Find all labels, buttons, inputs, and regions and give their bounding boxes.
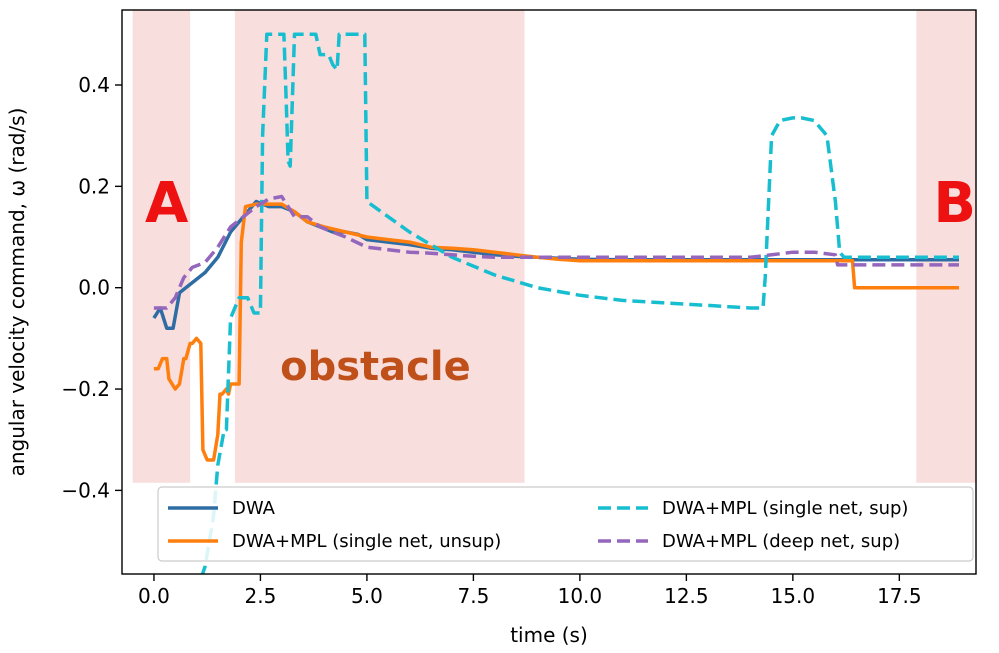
y-axis-label: angular velocity command, ω (rad/s) <box>5 108 29 477</box>
legend-entry: DWA+MPL (single net, sup) <box>662 498 908 519</box>
x-axis-label: time (s) <box>510 623 588 647</box>
plot-frame <box>121 9 977 575</box>
x-tick-label: 17.5 <box>877 584 922 608</box>
shaded-regions <box>132 10 976 483</box>
series-line-4 <box>153 194 959 310</box>
x-tick-label: 0.0 <box>138 584 170 608</box>
y-tick-label: −0.4 <box>61 478 110 502</box>
x-tick-label: 12.5 <box>664 584 709 608</box>
legend-entry: DWA+MPL (single net, unsup) <box>232 531 501 552</box>
legend-box <box>157 486 974 562</box>
shaded-region-2 <box>234 10 525 483</box>
shaded-region-3 <box>916 10 976 483</box>
series-line-3 <box>200 32 959 574</box>
region-label-b: B <box>933 171 976 236</box>
y-tick-label: 0.2 <box>78 174 110 198</box>
series-lines <box>152 32 959 574</box>
x-tick-label: 2.5 <box>245 584 277 608</box>
legend-entry: DWA+MPL (deep net, sup) <box>662 531 900 552</box>
y-tick-label: 0.0 <box>78 276 110 300</box>
legend-entry: DWA <box>232 498 276 519</box>
axis-ticks: 0.0 2.5 5.0 7.5 10.0 12.5 15.0 17.5 −0.4 −0.2 0.0 0… <box>61 73 921 608</box>
y-tick-label: −0.2 <box>61 377 110 401</box>
x-tick-label: 5.0 <box>351 584 383 608</box>
x-tick-label: 7.5 <box>457 584 489 608</box>
x-tick-label: 10.0 <box>558 584 603 608</box>
obstacle-label: obstacle <box>280 344 471 390</box>
y-tick-label: 0.4 <box>78 73 110 97</box>
x-tick-label: 15.0 <box>771 584 816 608</box>
shaded-region-1 <box>132 10 191 483</box>
region-label-a: A <box>145 171 189 236</box>
legend: DWA DWA+MPL (single net, unsup) DWA+MPL (s… <box>157 486 974 562</box>
